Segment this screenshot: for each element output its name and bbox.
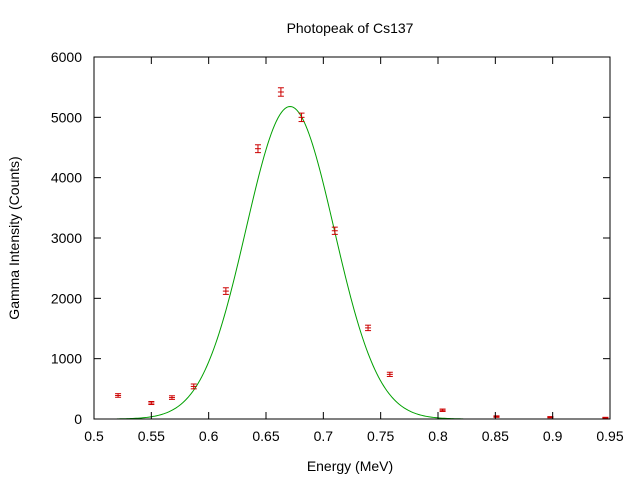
- data-point: [602, 416, 609, 419]
- y-tick-label: 4000: [51, 170, 82, 186]
- x-tick-label: 0.5: [84, 428, 104, 444]
- x-tick-label: 0.65: [252, 428, 279, 444]
- x-tick-label: 0.8: [428, 428, 448, 444]
- y-axis-label: Gamma Intensity (Counts): [6, 156, 22, 319]
- y-tick-label: 1000: [51, 351, 82, 367]
- fit-layer: [116, 105, 464, 420]
- data-points-layer: [115, 87, 609, 419]
- data-point: [331, 226, 338, 235]
- data-point: [365, 324, 372, 332]
- y-tick-label: 5000: [51, 109, 82, 125]
- x-tick-label: 0.6: [199, 428, 219, 444]
- data-point: [254, 144, 261, 154]
- data-point: [277, 87, 284, 97]
- data-point: [115, 393, 122, 398]
- y-tick-label: 6000: [51, 49, 82, 65]
- x-tick-label: 0.55: [138, 428, 165, 444]
- y-tick-label: 2000: [51, 290, 82, 306]
- x-axis-label: Energy (MeV): [307, 458, 393, 474]
- x-tick-label: 0.75: [367, 428, 394, 444]
- data-point: [298, 112, 305, 123]
- data-point: [190, 383, 197, 390]
- data-point: [493, 415, 500, 418]
- y-tick-label: 3000: [51, 230, 82, 246]
- data-point: [168, 395, 175, 400]
- x-tick-label: 0.85: [482, 428, 509, 444]
- x-tick-label: 0.9: [543, 428, 563, 444]
- axes-layer: 0.5 0.55 0.6 0.65 0.7 0.75 0.8 0.85 0.9 0.95 0 1000…: [51, 49, 624, 444]
- x-tick-label: 0.7: [314, 428, 334, 444]
- x-tick-label: 0.95: [596, 428, 623, 444]
- data-point: [222, 287, 229, 295]
- data-point: [439, 408, 446, 412]
- y-tick-label: 0: [74, 411, 82, 427]
- plot-frame: [93, 56, 611, 420]
- data-point: [386, 371, 393, 377]
- chart-title: Photopeak of Cs137: [287, 20, 414, 36]
- gaussian-fit-line: [116, 105, 464, 420]
- data-point: [148, 401, 155, 406]
